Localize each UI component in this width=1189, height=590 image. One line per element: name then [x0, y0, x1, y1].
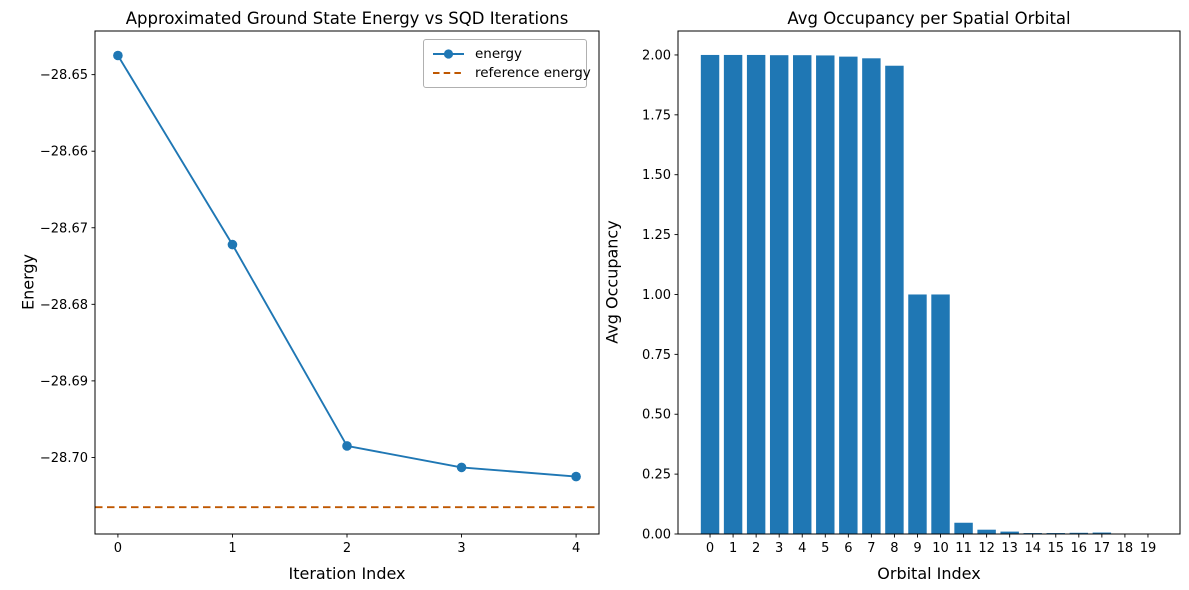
y-tick-label: 1.25	[642, 228, 671, 243]
x-tick-label: 0	[706, 541, 714, 556]
legend-label-reference-energy: reference energy	[475, 64, 591, 81]
occupancy-bar	[793, 55, 812, 535]
occupancy-bar	[769, 55, 789, 535]
orbital-index-axis-label: Orbital Index	[877, 564, 981, 583]
legend-entry-reference-energy: reference energy	[432, 63, 591, 82]
energy-point-marker	[571, 471, 581, 482]
reference-dashed-line-icon	[433, 71, 464, 74]
energy-line	[117, 55, 577, 478]
occupancy-bar	[723, 54, 743, 534]
occupancy-bar	[862, 58, 881, 534]
x-tick-label: 10	[932, 541, 949, 556]
y-tick-label: 0.50	[642, 408, 671, 423]
y-tick-label: −28.65	[40, 68, 88, 83]
occupancy-bar	[839, 56, 858, 534]
occupancy-bar	[1092, 532, 1112, 534]
y-tick-label: 1.00	[642, 288, 671, 303]
occupancy-bar	[885, 65, 904, 534]
y-tick-label: −28.66	[40, 145, 88, 160]
legend: energy reference energy	[423, 39, 591, 88]
occupancy-chart-title: Avg Occupancy per Spatial Orbital	[787, 9, 1071, 28]
x-tick-label: 14	[1024, 541, 1041, 556]
x-tick-label: 1	[729, 541, 737, 556]
x-tick-label: 3	[457, 541, 465, 556]
x-tick-label: 11	[955, 541, 972, 556]
legend-entry-energy: energy	[432, 44, 578, 63]
x-tick-label: 2	[752, 541, 760, 556]
x-tick-label: 13	[1001, 541, 1018, 556]
y-tick-label: −28.69	[40, 374, 88, 389]
x-tick-label: 0	[114, 541, 122, 556]
y-tick-label: 2.00	[642, 48, 671, 63]
x-tick-label: 12	[978, 541, 995, 556]
y-tick-label: 0.75	[642, 348, 671, 363]
x-tick-label: 7	[867, 541, 875, 556]
x-tick-label: 4	[572, 541, 580, 556]
y-tick-label: 0.00	[642, 528, 671, 543]
avg-occupancy-axis-label: Avg Occupancy	[602, 220, 622, 344]
energy-point-marker	[113, 50, 123, 61]
iteration-index-axis-label: Iteration Index	[288, 564, 406, 583]
axes-spine	[94, 30, 600, 535]
occupancy-bar	[746, 54, 766, 534]
x-tick-label: 19	[1140, 541, 1157, 556]
energy-point-marker	[227, 239, 238, 250]
occupancy-bar	[977, 529, 996, 534]
y-tick-label: 1.75	[642, 108, 671, 123]
x-tick-label: 1	[228, 541, 236, 556]
occupancy-bar	[1000, 531, 1019, 534]
y-tick-label: −28.70	[40, 451, 88, 466]
energy-point-marker	[456, 462, 467, 473]
occupancy-bar	[700, 54, 720, 534]
x-tick-label: 9	[913, 541, 921, 556]
axes-spine	[677, 30, 1181, 535]
legend-label-energy: energy	[475, 45, 523, 62]
x-tick-label: 3	[775, 541, 783, 556]
y-tick-label: 1.50	[642, 168, 671, 183]
x-tick-label: 17	[1094, 541, 1111, 556]
energy-chart-title: Approximated Ground State Energy vs SQD …	[125, 9, 569, 28]
occupancy-bar	[954, 522, 973, 534]
energy-axis-label: Energy	[18, 253, 38, 311]
x-tick-label: 6	[844, 541, 852, 556]
x-tick-label: 8	[890, 541, 898, 556]
occupancy-bar	[816, 55, 835, 534]
y-tick-label: −28.68	[40, 298, 88, 313]
energy-point-marker	[342, 441, 352, 451]
occupancy-bar	[908, 294, 927, 534]
x-tick-label: 15	[1047, 541, 1064, 556]
x-tick-label: 4	[798, 541, 806, 556]
x-tick-label: 2	[343, 541, 351, 556]
energy-line-marker-icon	[433, 48, 464, 59]
occupancy-bar	[931, 294, 950, 534]
x-tick-label: 16	[1071, 541, 1088, 556]
x-tick-label: 5	[821, 541, 829, 556]
x-tick-label: 18	[1117, 541, 1134, 556]
occupancy-bar	[1069, 532, 1089, 534]
y-tick-label: −28.67	[40, 221, 88, 236]
y-tick-label: 0.25	[642, 468, 671, 483]
